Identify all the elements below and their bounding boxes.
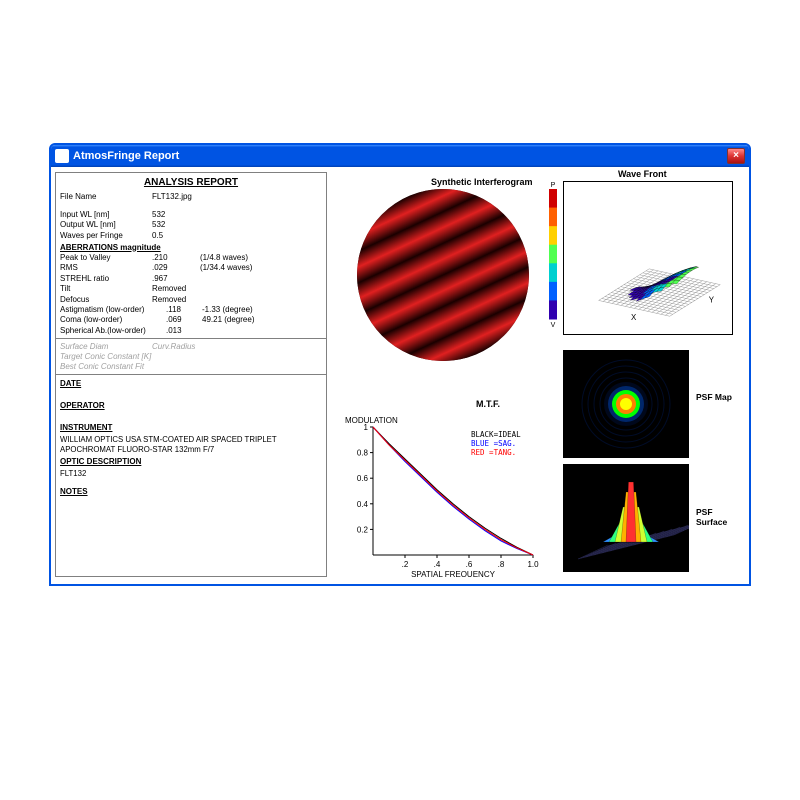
- svg-text:1.0: 1.0: [527, 560, 539, 569]
- sph-label: Spherical Ab.(low-order): [60, 326, 166, 335]
- instrument-label: INSTRUMENT: [60, 423, 322, 432]
- svg-text:Y: Y: [709, 295, 715, 304]
- svg-text:V: V: [551, 322, 556, 329]
- defocus-value: Removed: [152, 295, 186, 304]
- tilt-value: Removed: [152, 284, 186, 293]
- instrument-text: WILLIAM OPTICS USA STM-COATED AIR SPACED…: [60, 435, 322, 454]
- report-title: ANALYSIS REPORT: [60, 177, 322, 188]
- psf-surface-label: PSF Surface: [696, 507, 736, 527]
- notes-label: NOTES: [60, 487, 322, 496]
- curvrad-label: Curv.Radius: [152, 342, 195, 351]
- svg-text:MODULATION: MODULATION: [345, 416, 398, 425]
- interferogram-title: Synthetic Interferogram: [431, 177, 533, 187]
- svg-text:SPATIAL FREQUENCY: SPATIAL FREQUENCY: [411, 570, 496, 577]
- filename-label: File Name: [60, 192, 152, 201]
- optdesc-text: FLT132: [60, 469, 322, 479]
- coma-label: Coma (low-order): [60, 315, 166, 324]
- interferogram-chart: [357, 189, 529, 361]
- tcc-label: Target Conic Constant [K]: [60, 352, 151, 361]
- defocus-label: Defocus: [60, 295, 152, 304]
- pv-label: Peak to Valley: [60, 253, 152, 262]
- report-panel: ANALYSIS REPORT File NameFLT132.jpg Inpu…: [55, 172, 327, 577]
- svg-text:0.8: 0.8: [357, 449, 369, 458]
- astig-extra: -1.33 (degree): [202, 305, 322, 314]
- operator-label: OPERATOR: [60, 401, 322, 410]
- astig-label: Astigmatism (low-order): [60, 305, 166, 314]
- svg-text:BLUE =SAG.: BLUE =SAG.: [471, 439, 516, 448]
- coma-extra: 49.21 (degree): [202, 315, 322, 324]
- filename-value: FLT132.jpg: [152, 192, 192, 201]
- app-window: AtmosFringe Report × ANALYSIS REPORT Fil…: [49, 143, 751, 586]
- svg-text:.6: .6: [466, 560, 473, 569]
- bcc-label: Best Conic Constant Fit: [60, 362, 144, 371]
- wavefront-colorbar: PV: [549, 189, 557, 319]
- svg-text:X: X: [631, 313, 637, 322]
- inputwl-value: 532: [152, 210, 165, 219]
- aberr-header: ABERRATIONS magnitude: [60, 243, 322, 252]
- strehl-label: STREHL ratio: [60, 274, 152, 283]
- rms-value: .029: [152, 263, 200, 272]
- svg-text:.2: .2: [402, 560, 409, 569]
- psf-map: [563, 350, 689, 458]
- strehl-value: .967: [152, 274, 168, 283]
- svg-text:.8: .8: [498, 560, 505, 569]
- outputwl-label: Output WL [nm]: [60, 220, 152, 229]
- wpf-label: Waves per Fringe: [60, 231, 152, 240]
- psf-surface: [563, 464, 689, 572]
- astig-value: .118: [166, 305, 202, 314]
- close-button[interactable]: ×: [727, 148, 745, 164]
- coma-value: .069: [166, 315, 202, 324]
- content-area: ANALYSIS REPORT File NameFLT132.jpg Inpu…: [51, 167, 749, 584]
- outputwl-value: 532: [152, 220, 165, 229]
- wpf-value: 0.5: [152, 231, 163, 240]
- svg-text:0.2: 0.2: [357, 525, 369, 534]
- svg-text:0.6: 0.6: [357, 474, 369, 483]
- wavefront-title: Wave Front: [618, 169, 667, 179]
- svg-text:BLACK=IDEAL: BLACK=IDEAL: [471, 430, 521, 439]
- sph-value: .013: [166, 326, 182, 335]
- surfdiam-label: Surface Diam: [60, 342, 152, 351]
- title-bar: AtmosFringe Report ×: [51, 145, 749, 167]
- app-icon: [55, 149, 69, 163]
- optdesc-label: OPTIC DESCRIPTION: [60, 457, 322, 466]
- pv-extra: (1/4.8 waves): [200, 253, 322, 262]
- svg-text:0.4: 0.4: [357, 500, 369, 509]
- date-label: DATE: [60, 379, 322, 388]
- rms-extra: (1/34.4 waves): [200, 263, 322, 272]
- mtf-chart: 0.20.40.60.81.2.4.6.81.0MODULATIONSPATIA…: [341, 407, 551, 577]
- window-title: AtmosFringe Report: [73, 150, 179, 162]
- tilt-label: Tilt: [60, 284, 152, 293]
- svg-text:.4: .4: [434, 560, 441, 569]
- psf-map-label: PSF Map: [696, 392, 736, 402]
- wavefront-chart: XY: [563, 181, 733, 335]
- svg-text:P: P: [551, 182, 556, 189]
- svg-text:RED =TANG.: RED =TANG.: [471, 448, 516, 457]
- inputwl-label: Input WL [nm]: [60, 210, 152, 219]
- rms-label: RMS: [60, 263, 152, 272]
- pv-value: .210: [152, 253, 200, 262]
